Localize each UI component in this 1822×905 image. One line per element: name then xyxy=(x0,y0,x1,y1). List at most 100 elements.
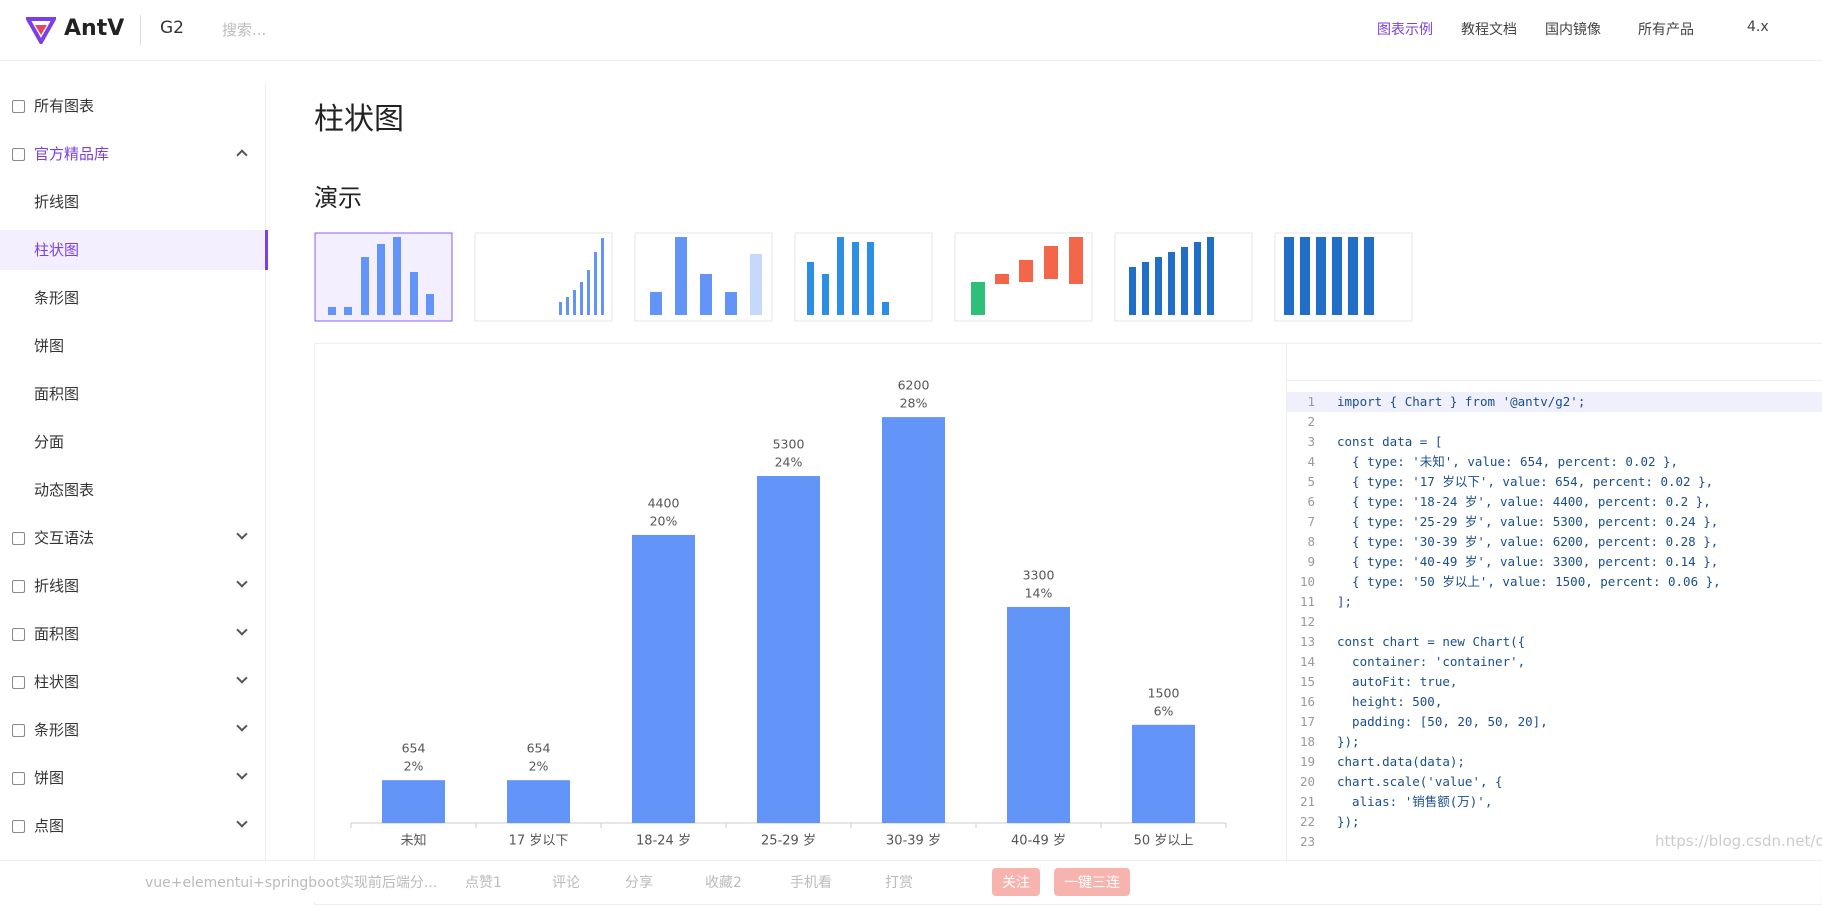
chevron xyxy=(236,816,248,828)
percent-label: 14% xyxy=(1025,585,1053,600)
line-number: 12 xyxy=(1299,614,1315,629)
active-line xyxy=(1287,392,1822,412)
brand[interactable]: AntV xyxy=(64,16,125,41)
sidebar-label: 点图 xyxy=(34,817,65,835)
footer-action[interactable]: 手机看 xyxy=(790,875,832,891)
code-line: padding: [50, 20, 50, 20], xyxy=(1337,714,1548,729)
sidebar-item[interactable]: 面积图 xyxy=(0,374,265,414)
line-number: 10 xyxy=(1299,574,1315,589)
sidebar-item[interactable]: 交互语法 xyxy=(0,518,265,558)
bar xyxy=(882,417,945,823)
percent-label: 6% xyxy=(1154,703,1174,718)
value-label: 654 xyxy=(527,741,551,756)
product[interactable]: G2 xyxy=(160,18,184,38)
nav-link[interactable]: 国内镜像 xyxy=(1545,22,1601,38)
line-number: 11 xyxy=(1299,594,1315,609)
thumb[interactable] xyxy=(474,232,613,322)
line-number: 16 xyxy=(1299,694,1315,709)
footer-action[interactable]: 打赏 xyxy=(885,875,913,891)
code-line: { type: '30-39 岁', value: 6200, percent:… xyxy=(1337,534,1719,549)
chevron xyxy=(236,672,248,684)
code-line: { type: '50 岁以上', value: 1500, percent: … xyxy=(1337,574,1721,589)
code-toolbar xyxy=(1287,344,1822,381)
header: AntV G2 搜索... 图表示例 教程文档 国内镜像 所有产品 4.x xyxy=(0,0,1822,61)
sidebar-label: 官方精品库 xyxy=(34,145,110,163)
bar xyxy=(382,780,445,823)
sidebar-item[interactable]: 条形图 xyxy=(0,278,265,318)
line-number: 14 xyxy=(1299,654,1315,669)
sidebar-label: 动态图表 xyxy=(34,481,95,499)
sidebar-label: 饼图 xyxy=(34,337,65,355)
nav-link[interactable]: 4.x xyxy=(1747,19,1769,35)
sidebar-icon xyxy=(12,676,25,689)
line-number: 15 xyxy=(1299,674,1315,689)
code-line: { type: '25-29 岁', value: 5300, percent:… xyxy=(1337,514,1719,529)
footer-action[interactable]: 收藏2 xyxy=(705,875,742,891)
nav-link[interactable]: 图表示例 xyxy=(1377,22,1433,38)
line-number: 2 xyxy=(1307,414,1315,429)
footer-button[interactable]: 关注 xyxy=(992,868,1040,896)
line-number: 22 xyxy=(1299,814,1315,829)
sidebar-item[interactable]: 所有图表 xyxy=(0,86,265,126)
article-title[interactable]: vue+elementui+springboot实现前后端分... xyxy=(145,875,438,891)
line-number: 3 xyxy=(1307,434,1315,449)
x-tick-label: 18-24 岁 xyxy=(636,834,691,849)
sidebar-item[interactable]: 柱状图 xyxy=(0,662,265,702)
value-label: 6200 xyxy=(898,378,930,393)
chevron xyxy=(236,720,248,732)
line-number: 8 xyxy=(1307,534,1315,549)
code-line: ]; xyxy=(1337,594,1353,609)
line-number: 17 xyxy=(1299,714,1315,729)
value-label: 654 xyxy=(402,741,426,756)
code-panel: 1 import { Chart } from '@antv/g2'; 2 3 cons… xyxy=(1286,344,1822,860)
footer-action[interactable]: 点赞1 xyxy=(465,875,502,891)
chart: 未知 654 2% 17 岁以下 654 2% 18-24 岁 4400 20% 25-29 岁 5… xyxy=(350,378,1227,849)
sidebar-item[interactable]: 动态图表 xyxy=(0,470,265,510)
x-tick-label: 25-29 岁 xyxy=(761,834,816,849)
thumb[interactable] xyxy=(1274,232,1413,322)
sidebar: 所有图表 官方精品库 折线图 柱状图 条形图 饼图 面积图 分面 动态图表 交互语法 折线图 面积图柱… xyxy=(0,84,268,864)
sidebar-item[interactable]: 饼图 xyxy=(0,326,265,366)
sidebar-item[interactable]: 折线图 xyxy=(0,182,265,222)
sidebar-item[interactable]: 官方精品库 xyxy=(0,134,265,174)
sidebar-item[interactable]: 分面 xyxy=(0,422,265,462)
line-number: 13 xyxy=(1299,634,1315,649)
nav-link[interactable]: 所有产品 xyxy=(1638,22,1694,38)
bar xyxy=(757,476,820,823)
sidebar-item[interactable]: 面积图 xyxy=(0,614,265,654)
footer-action[interactable]: 分享 xyxy=(625,875,653,891)
value-label: 5300 xyxy=(773,437,805,452)
sidebar-label: 柱状图 xyxy=(34,673,80,691)
sidebar-icon xyxy=(12,100,25,113)
search[interactable]: 搜索... xyxy=(222,21,267,39)
bar xyxy=(1007,606,1070,823)
percent-label: 20% xyxy=(650,513,678,528)
thumb[interactable] xyxy=(794,232,933,322)
percent-label: 24% xyxy=(775,455,803,470)
sidebar-item[interactable]: 折线图 xyxy=(0,566,265,606)
chevron xyxy=(236,624,248,636)
sidebar-item[interactable]: 条形图 xyxy=(0,710,265,750)
footer-action[interactable]: 评论 xyxy=(552,875,580,891)
code-line: container: 'container', xyxy=(1337,654,1526,669)
code-line: alias: '销售额(万)', xyxy=(1337,794,1493,809)
thumbnails xyxy=(314,232,1413,322)
nav-link[interactable]: 教程文档 xyxy=(1461,22,1517,38)
sidebar-label: 面积图 xyxy=(34,625,80,643)
bar xyxy=(632,534,695,823)
sidebar-item[interactable]: 柱状图 xyxy=(0,230,268,270)
sidebar-icon xyxy=(12,628,25,641)
line-number: 9 xyxy=(1307,554,1315,569)
line-number: 18 xyxy=(1299,734,1315,749)
sidebar-item[interactable]: 点图 xyxy=(0,806,265,846)
bar xyxy=(507,780,570,823)
sidebar-label: 所有图表 xyxy=(34,97,95,115)
chevron xyxy=(236,528,248,540)
chevron xyxy=(236,768,248,780)
value-label: 1500 xyxy=(1148,685,1180,700)
sidebar-icon xyxy=(12,820,25,833)
overlay-bar: vue+elementui+springboot实现前后端分... 点赞1 评论 分享… xyxy=(0,860,1822,902)
line-number: 5 xyxy=(1307,474,1315,489)
footer-button[interactable]: 一键三连 xyxy=(1054,868,1130,896)
sidebar-item[interactable]: 饼图 xyxy=(0,758,265,798)
